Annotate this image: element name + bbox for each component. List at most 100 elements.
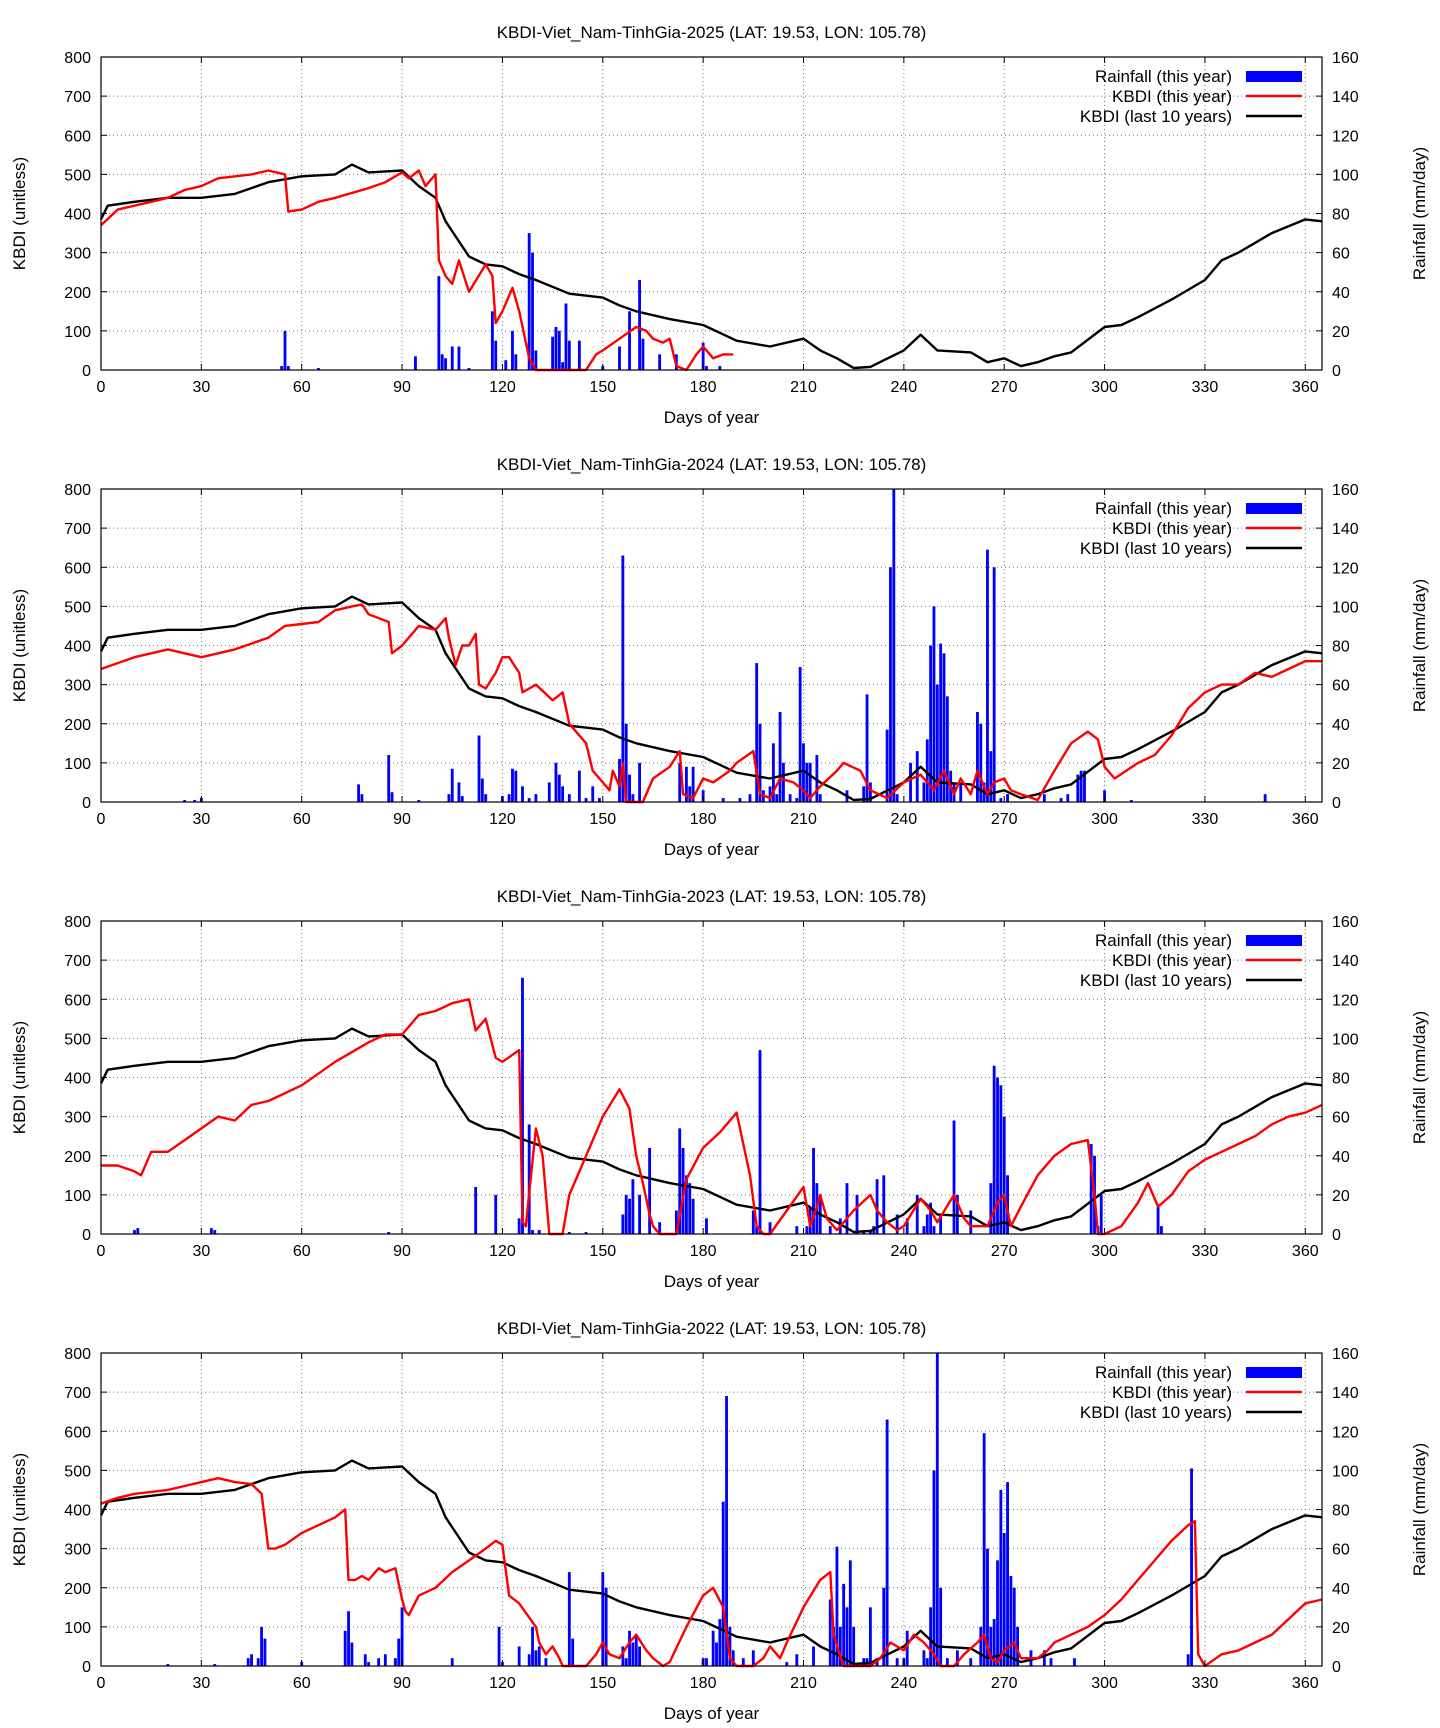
rainfall-bar — [621, 555, 625, 802]
rainfall-bar — [250, 1654, 253, 1666]
x-tick-label: 360 — [1292, 811, 1319, 828]
rainfall-bar — [497, 1626, 501, 1666]
rainfall-bar — [728, 1626, 732, 1666]
rainfall-bar — [618, 346, 621, 370]
x-tick-label: 300 — [1091, 1675, 1118, 1692]
x-tick-label: 270 — [991, 1675, 1018, 1692]
rainfall-bar — [782, 762, 785, 802]
rainfall-bar — [383, 1654, 387, 1666]
kbdi-this-year-line — [100, 603, 1322, 804]
y-left-tick-label: 300 — [64, 1542, 91, 1559]
x-tick-label: 330 — [1192, 811, 1219, 828]
rainfall-bar — [768, 1222, 772, 1234]
rainfall-bar — [1083, 770, 1086, 802]
y-left-tick-label: 700 — [64, 521, 91, 538]
rainfall-bar — [507, 794, 511, 802]
kbdi-last-10-years-line — [99, 163, 1323, 370]
x-tick-label: 90 — [393, 1243, 411, 1260]
rainfall-bar — [969, 1210, 973, 1234]
grid — [101, 1353, 1322, 1666]
rainfall-bar — [1012, 1587, 1016, 1666]
y-left-tick-label: 600 — [64, 1424, 91, 1441]
rainfall-bar — [658, 354, 662, 370]
rainfall-bar — [882, 1175, 886, 1234]
rainfall-bar — [648, 1147, 652, 1234]
rainfall-bar — [802, 743, 805, 802]
rainfall-bar — [360, 794, 364, 802]
rainfall-bar — [835, 1546, 839, 1666]
rainfall-bar — [166, 1664, 170, 1666]
rainfall-bar — [959, 782, 963, 802]
rainfall-bar — [628, 774, 631, 802]
chart-panel-3: KBDI-Viet_Nam-TinhGia-2023 (LAT: 19.53, … — [0, 864, 1440, 1296]
rainfall-bar — [477, 735, 481, 802]
x-tick-label: 120 — [489, 1243, 516, 1260]
x-tick-label: 60 — [293, 811, 311, 828]
rainfall-bar — [638, 1646, 641, 1666]
rainfall-bar — [1009, 1576, 1013, 1666]
rainfall-bar — [554, 762, 558, 802]
rainfall-bar — [768, 786, 772, 802]
rainfall-bar — [624, 1194, 628, 1234]
x-tick-label: 300 — [1091, 1243, 1118, 1260]
rainfall-bar — [996, 1560, 999, 1666]
rainfall-bar — [557, 774, 561, 802]
y-left-tick-label: 200 — [64, 285, 91, 302]
rainfall-bar — [721, 798, 725, 802]
x-tick-label: 120 — [489, 811, 516, 828]
rainfall-bar — [1190, 1468, 1193, 1666]
rainfall-bar — [932, 1470, 936, 1666]
y-left-tick-label: 300 — [64, 246, 91, 263]
rainfall-bar — [922, 1226, 926, 1234]
rainfall-bar — [183, 800, 187, 802]
rainfall-bar — [554, 326, 558, 370]
rainfall-bar — [598, 798, 601, 802]
rainfall-bar — [895, 794, 899, 802]
rainfall-bar — [527, 1654, 531, 1666]
legend: Rainfall (this year)KBDI (this year)KBDI… — [1080, 67, 1302, 126]
rainfall-bar — [725, 1396, 728, 1666]
rainfall-bar — [885, 729, 889, 802]
rainfall-bar — [992, 1619, 996, 1666]
rainfall-bar — [758, 723, 762, 802]
y-right-tick-label: 140 — [1332, 953, 1359, 970]
rainfall-bar — [992, 1065, 996, 1234]
rainfall-bar — [561, 362, 565, 370]
rainfall-bars — [183, 489, 1267, 802]
rainfall-bar — [531, 1230, 534, 1234]
rainfall-bar — [624, 723, 628, 802]
rainfall-bar — [567, 1572, 571, 1666]
rainfall-bar — [999, 1489, 1003, 1666]
rainfall-bar — [517, 1646, 521, 1666]
rainfall-bar — [832, 1626, 836, 1666]
rainfall-bar — [885, 1419, 889, 1666]
rainfall-bar — [1002, 1116, 1006, 1234]
grid — [101, 921, 1322, 1234]
rainfall-bar — [534, 794, 538, 802]
rainfall-bar — [363, 1654, 367, 1666]
rainfall-bar — [624, 1658, 628, 1666]
rainfall-bar — [260, 1626, 263, 1666]
rainfall-bar — [979, 1626, 983, 1666]
rainfall-bar — [521, 786, 524, 802]
rainfall-bar — [1156, 1206, 1160, 1234]
y-right-tick-label: 140 — [1332, 89, 1359, 106]
y-right-tick-label: 120 — [1332, 128, 1359, 145]
rainfall-bar — [842, 1583, 846, 1666]
rainfall-bar — [705, 1658, 708, 1666]
rainfall-bar — [775, 794, 779, 802]
legend-rainfall-swatch — [1246, 71, 1302, 82]
rainfall-bar — [1089, 1144, 1093, 1234]
rainfall-bar — [387, 1232, 391, 1234]
rainfall-bar — [828, 1226, 832, 1234]
rainfall-bar — [286, 366, 290, 370]
legend-kbdi-10yr-label: KBDI (last 10 years) — [1080, 1403, 1232, 1422]
rainfall-bar — [778, 712, 782, 802]
y-left-tick-label: 400 — [64, 1071, 91, 1088]
x-tick-label: 90 — [393, 811, 411, 828]
y-left-tick-label: 500 — [64, 167, 91, 184]
rainfall-bar — [631, 794, 635, 802]
rainfall-bar — [882, 1587, 886, 1666]
rainfall-bar — [641, 338, 645, 370]
y-right-axis-label: Rainfall (mm/day) — [1410, 147, 1429, 280]
